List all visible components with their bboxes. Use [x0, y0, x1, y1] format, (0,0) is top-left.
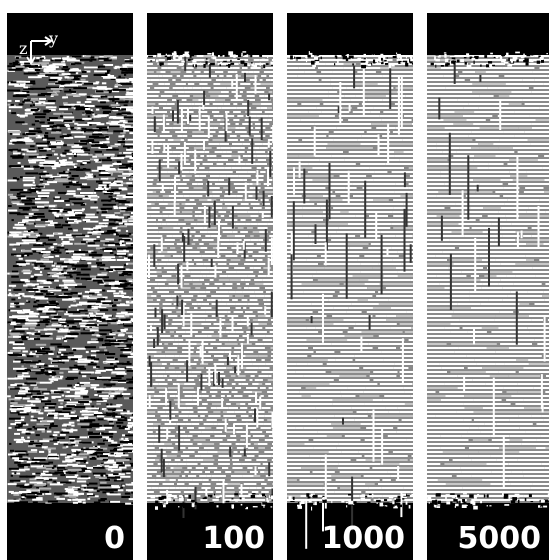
- panel-step-100: 100: [147, 13, 273, 560]
- axis-indicator: z y: [19, 29, 79, 71]
- step-label-100: 100: [202, 521, 265, 556]
- panel-step-0: z y 0: [7, 13, 133, 560]
- axis-y-label: y: [49, 29, 59, 48]
- step-label-5000: 5000: [457, 521, 542, 556]
- panel-step-1000: 1000: [287, 13, 413, 560]
- axis-z-label: z: [19, 39, 28, 58]
- axis-arrows-icon: [26, 36, 53, 65]
- texture-step-0: [7, 55, 133, 505]
- texture-step-5000: [427, 51, 549, 510]
- panel-step-5000: 5000: [427, 13, 549, 560]
- step-label-0: 0: [104, 521, 125, 556]
- step-label-1000: 1000: [321, 521, 406, 556]
- texture-step-1000: [287, 51, 413, 549]
- texture-step-100: [147, 51, 273, 518]
